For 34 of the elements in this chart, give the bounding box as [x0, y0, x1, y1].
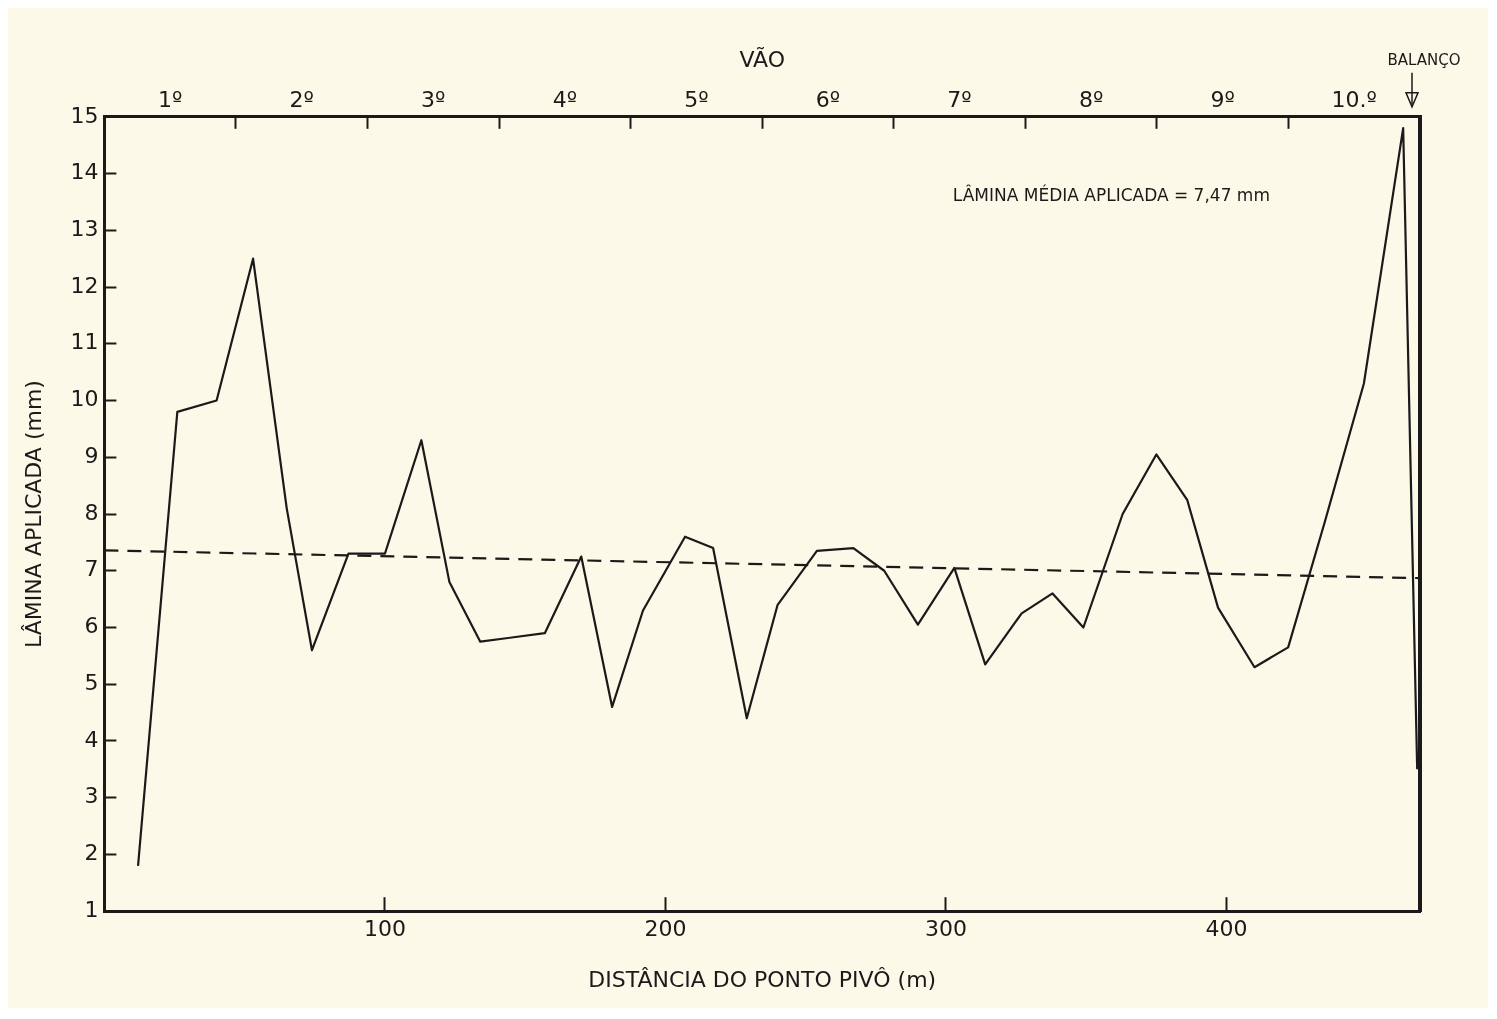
y-tick-label: 3	[84, 783, 99, 809]
x-tick-label: 200	[644, 916, 687, 942]
y-tick-label: 11	[70, 329, 99, 355]
y-tick-label: 12	[70, 272, 99, 298]
x-tick-label: 100	[363, 916, 406, 942]
y-tick-label: 10	[70, 386, 99, 412]
text: 6º	[815, 87, 841, 113]
y-tick-label: 15	[70, 102, 99, 128]
text: 3º	[421, 87, 446, 113]
y-tick-label: 5	[84, 669, 99, 695]
x-axis-title: DISTÂNCIA DO PONTO PIVÔ (m)	[588, 966, 937, 992]
y-tick-label: 2	[84, 840, 99, 866]
y-tick-label: 13	[70, 216, 99, 241]
y-tick-label: 9	[84, 442, 99, 468]
text: 1º	[157, 87, 183, 113]
text: 7º	[947, 87, 972, 113]
y-axis-title: LÂMINA APLICADA (mm)	[20, 380, 46, 648]
y-tick-label: 8	[84, 499, 99, 525]
y-tick-label: 6	[84, 613, 99, 639]
annotation: LÂMINA MÉDIA APLICADA = 7,47 mm	[952, 184, 1270, 206]
y-tick-label: 7	[84, 556, 99, 582]
text: 5º	[684, 87, 709, 113]
text: BALANÇO	[1387, 51, 1461, 70]
text: 8º	[1078, 87, 1104, 113]
y-tick-label: 1	[84, 896, 99, 922]
y-tick-label: 14	[70, 159, 99, 185]
x-tick-label: 300	[924, 916, 967, 942]
text: 10.º	[1331, 87, 1377, 113]
text: 9º	[1210, 87, 1235, 113]
text: 4º	[552, 87, 578, 113]
x2-axis-title: VÃO	[739, 45, 786, 72]
text: 2º	[289, 87, 314, 113]
x-tick-label: 400	[1205, 916, 1248, 942]
y-tick-label: 4	[84, 726, 99, 752]
